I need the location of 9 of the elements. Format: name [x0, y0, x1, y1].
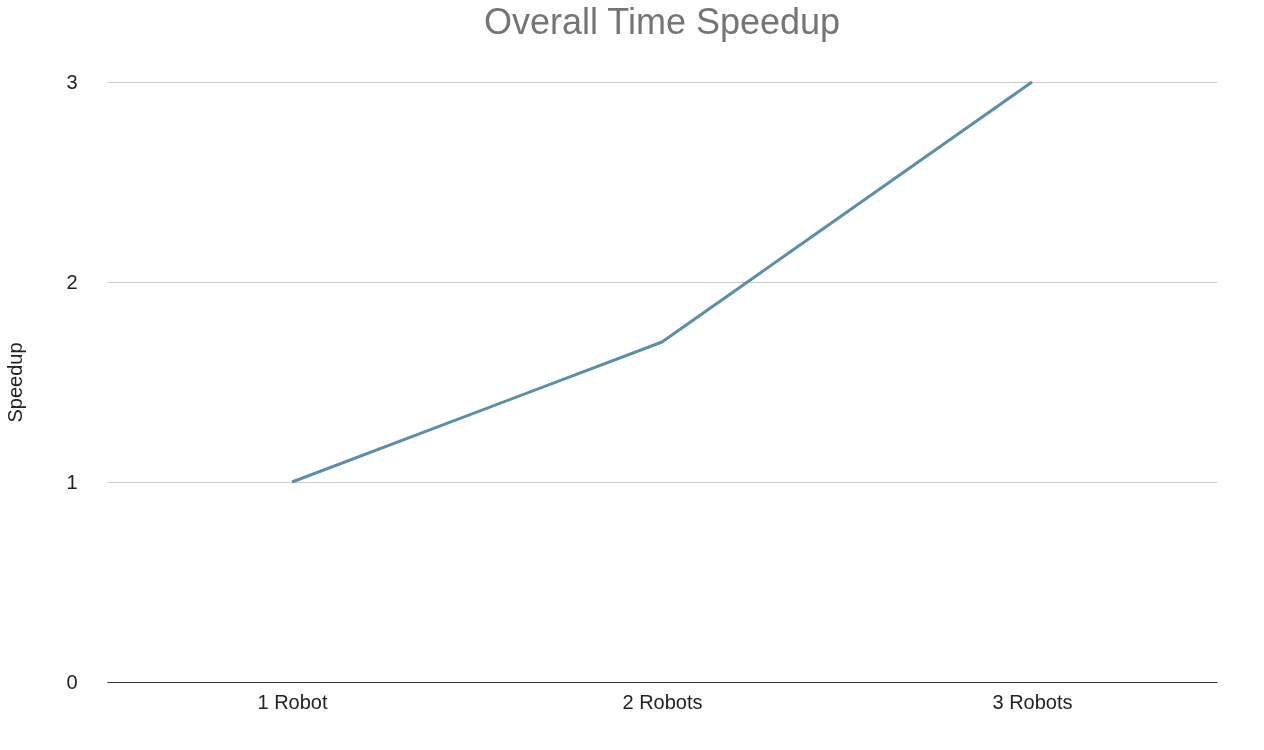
y-tick-label: 2 — [66, 270, 78, 293]
y-tick-label: 0 — [66, 670, 78, 693]
y-tick-label: 3 — [66, 70, 78, 93]
x-tick-label: 2 Robots — [622, 690, 703, 713]
y-tick-label: 1 — [66, 470, 78, 493]
x-tick-label: 3 Robots — [992, 690, 1073, 713]
y-axis-title: Speedup — [4, 342, 27, 423]
chart-title: Overall Time Speedup — [483, 1, 841, 42]
x-tick-label: 1 Robot — [257, 690, 328, 713]
